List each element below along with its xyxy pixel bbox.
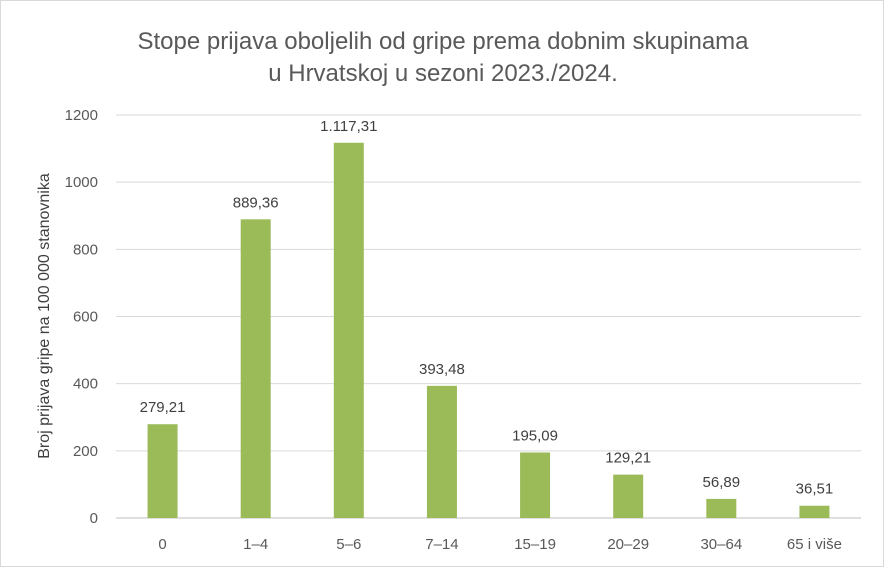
bar — [520, 452, 551, 518]
bar — [333, 142, 364, 518]
y-tick-label: 1200 — [65, 107, 98, 124]
x-tick-label: 65 i više — [787, 536, 842, 553]
bar — [799, 505, 830, 518]
data-label: 56,89 — [703, 474, 741, 491]
bar — [240, 219, 271, 518]
chart-title-line-2: u Hrvatskoj u sezoni 2023./2024. — [268, 60, 618, 87]
x-tick-label: 15–19 — [514, 536, 556, 553]
data-label: 195,09 — [512, 427, 558, 444]
bar — [613, 474, 644, 518]
y-tick-label: 400 — [73, 376, 98, 393]
x-tick-label: 7–14 — [425, 536, 458, 553]
x-tick-label: 5–6 — [336, 536, 361, 553]
data-label: 889,36 — [233, 194, 279, 211]
bar — [147, 424, 178, 518]
y-tick-label: 800 — [73, 241, 98, 258]
data-label: 1.117,31 — [320, 118, 377, 135]
data-label: 393,48 — [419, 361, 465, 378]
x-tick-label: 0 — [158, 536, 166, 553]
y-tick-label: 600 — [73, 309, 98, 326]
x-tick-label: 20–29 — [607, 536, 649, 553]
y-tick-label: 200 — [73, 443, 98, 460]
bar — [706, 498, 737, 518]
data-label: 129,21 — [605, 450, 651, 467]
data-label: 279,21 — [140, 399, 186, 416]
bar — [426, 385, 457, 518]
data-label: 36,51 — [796, 481, 834, 498]
chart-title-line-1: Stope prijava oboljelih od gripe prema d… — [137, 28, 749, 55]
y-tick-label: 0 — [90, 510, 98, 527]
y-axis-label: Broj prijava gripe na 100 000 stanovnika — [36, 173, 53, 459]
y-tick-label: 1000 — [65, 174, 98, 191]
x-tick-label: 1–4 — [243, 536, 268, 553]
x-tick-label: 30–64 — [700, 536, 742, 553]
